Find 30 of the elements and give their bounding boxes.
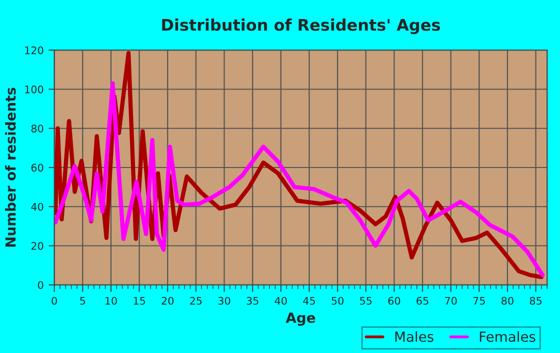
y-tick-label: 100 <box>25 85 44 94</box>
x-tick-label: 65 <box>416 296 428 305</box>
x-tick-label: 25 <box>190 296 202 305</box>
x-tick-label: 70 <box>445 296 457 305</box>
x-tick-label: 15 <box>134 296 146 305</box>
x-tick-label: 20 <box>162 296 174 305</box>
y-tick-label: 120 <box>25 46 44 54</box>
x-tick-label: 5 <box>80 296 86 305</box>
x-tick-label: 50 <box>332 296 344 305</box>
x-axis-title: Age <box>286 312 316 326</box>
y-tick-label: 0 <box>38 281 44 289</box>
y-tick-label: 40 <box>31 202 44 211</box>
x-tick-label: 30 <box>218 296 230 305</box>
x-tick-label: 10 <box>105 296 117 305</box>
x-tick-label: 80 <box>502 296 514 305</box>
x-tick-label: 45 <box>303 296 315 305</box>
x-tick-label: 0 <box>52 296 57 305</box>
x-tick-label: 75 <box>473 296 485 305</box>
y-tick-label: 60 <box>31 164 44 172</box>
x-tick-label: 85 <box>530 296 542 305</box>
x-tick-label: 35 <box>246 296 258 305</box>
y-tick-label: 80 <box>31 124 44 132</box>
x-tick-label: 40 <box>274 296 287 305</box>
legend-label: Females <box>480 331 536 342</box>
x-tick-label: 55 <box>360 296 372 305</box>
legend-label: Males <box>395 331 434 342</box>
y-axis-title: Number of residents <box>5 88 16 247</box>
x-tick-label: 60 <box>388 296 400 305</box>
y-tick-label: 20 <box>31 242 44 250</box>
chart-title: Distribution of Residents' Ages <box>162 18 440 34</box>
